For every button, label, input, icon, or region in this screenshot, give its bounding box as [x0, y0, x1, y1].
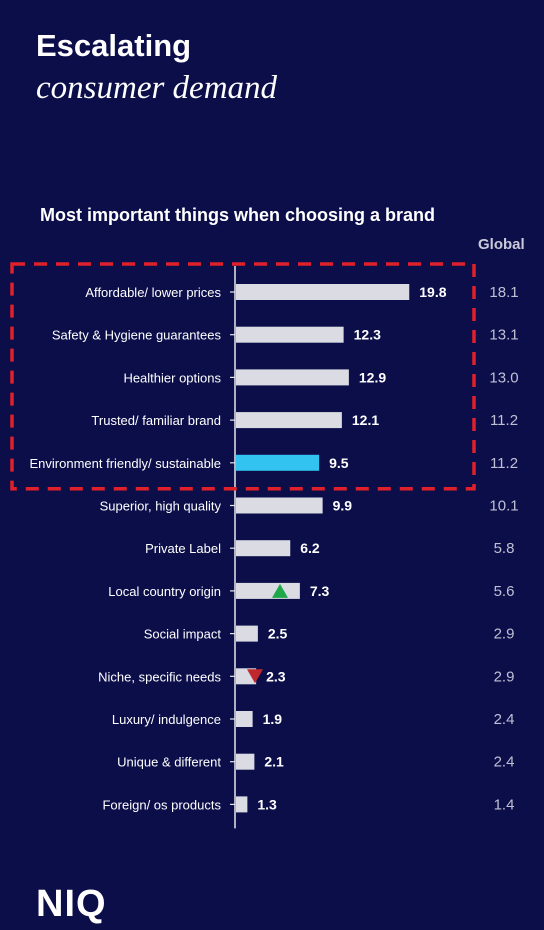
bar: [236, 582, 300, 599]
highlight-box: [10, 262, 476, 491]
category-label: Foreign/ os products: [102, 797, 221, 812]
global-value-label: 11.2: [490, 412, 518, 429]
niq-logo: NIQ: [36, 883, 107, 925]
bar: [236, 540, 291, 557]
bar: [236, 326, 344, 343]
global-value-label: 2.9: [494, 668, 515, 685]
value-label: 9.5: [329, 455, 349, 471]
value-label: 1.3: [257, 796, 277, 812]
value-label: 1.9: [263, 711, 283, 727]
global-value-label: 5.8: [494, 540, 515, 557]
category-label: Affordable/ lower prices: [85, 285, 221, 300]
bar: [236, 369, 349, 386]
value-label: 9.9: [333, 498, 353, 514]
category-label: Safety & Hygiene guarantees: [52, 328, 222, 343]
value-label: 2.3: [266, 668, 286, 684]
trend-down-icon: [247, 669, 263, 684]
category-label: Private Label: [145, 541, 221, 556]
bar: [236, 412, 342, 429]
global-value-label: 10.1: [489, 498, 518, 515]
global-value-label: 18.1: [489, 284, 518, 301]
bar: [236, 711, 253, 727]
value-label: 12.9: [359, 369, 386, 385]
value-label: 2.1: [264, 754, 284, 770]
category-label: Niche, specific needs: [98, 669, 221, 684]
bar: [236, 497, 323, 514]
global-value-label: 2.4: [494, 711, 515, 728]
global-value-label: 2.4: [494, 754, 515, 771]
bar: [236, 625, 258, 642]
global-value-label: 11.2: [490, 455, 518, 472]
chart-title: Most important things when choosing a br…: [40, 205, 435, 225]
global-value-label: 1.4: [494, 796, 515, 813]
category-label: Healthier options: [123, 370, 221, 385]
category-label: Environment friendly/ sustainable: [30, 456, 222, 471]
trend-up-icon: [272, 583, 288, 598]
page-title: Escalating: [36, 28, 192, 63]
category-label: Unique & different: [117, 755, 221, 770]
value-label: 19.8: [419, 284, 446, 300]
category-label: Trusted/ familiar brand: [91, 413, 221, 428]
global-value-label: 5.6: [494, 583, 515, 600]
bar: [236, 753, 255, 770]
category-label: Local country origin: [108, 584, 221, 599]
value-label: 12.1: [352, 412, 379, 428]
value-label: 7.3: [310, 583, 330, 599]
category-label: Superior, high quality: [100, 499, 222, 514]
category-label: Social impact: [144, 627, 222, 642]
bar: [236, 284, 410, 300]
global-value-label: 13.1: [489, 327, 518, 344]
category-label: Luxury/ indulgence: [112, 712, 221, 727]
value-label: 2.5: [268, 626, 288, 642]
global-value-label: 2.9: [494, 626, 515, 643]
bar: [236, 454, 320, 471]
value-label: 12.3: [354, 327, 381, 343]
global-value-label: 13.0: [489, 369, 518, 386]
global-column-header: Global: [478, 236, 525, 253]
bar: [236, 796, 248, 813]
value-label: 6.2: [300, 540, 320, 556]
page-subtitle: consumer demand: [36, 70, 278, 106]
